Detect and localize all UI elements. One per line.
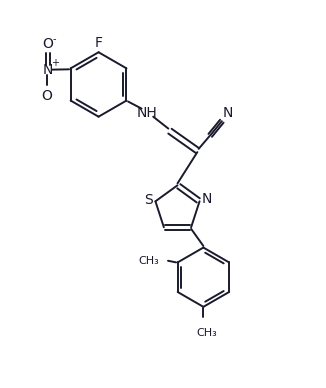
Text: N: N: [43, 63, 53, 77]
Text: O: O: [41, 89, 52, 103]
Text: O: O: [43, 37, 53, 51]
Text: N: N: [201, 192, 212, 206]
Text: N: N: [223, 106, 233, 120]
Text: CH₃: CH₃: [139, 256, 159, 266]
Text: -: -: [53, 34, 56, 44]
Text: F: F: [95, 36, 103, 50]
Text: +: +: [51, 58, 59, 68]
Text: S: S: [144, 193, 153, 207]
Text: NH: NH: [137, 106, 158, 120]
Text: CH₃: CH₃: [196, 328, 217, 338]
